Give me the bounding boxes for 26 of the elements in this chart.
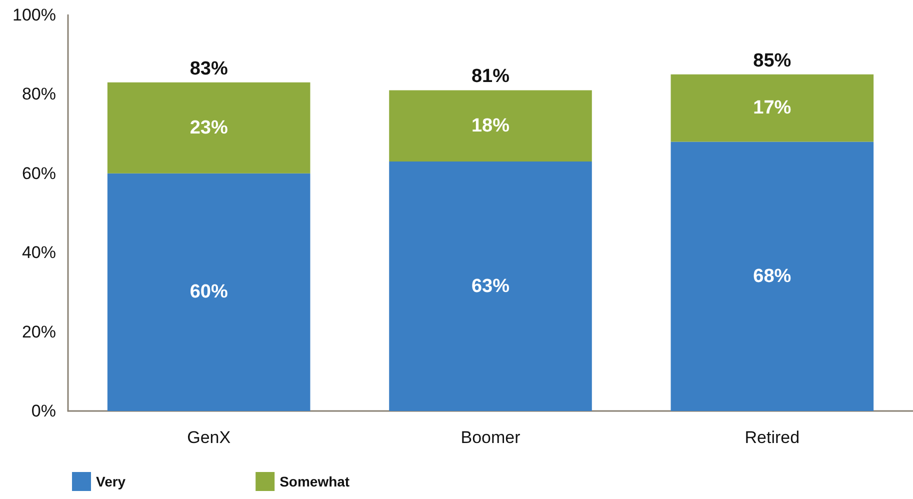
data-label: 17% xyxy=(753,98,792,119)
legend-label: Very xyxy=(96,474,126,490)
legend-label: Somewhat xyxy=(280,474,350,490)
bar xyxy=(670,74,874,142)
y-tick-label: 100% xyxy=(12,6,56,24)
data-label: 18% xyxy=(471,115,510,136)
x-tick-label: Retired xyxy=(744,428,800,447)
data-label: 23% xyxy=(190,117,228,138)
bar xyxy=(389,162,592,411)
bar xyxy=(389,90,592,162)
x-tick-label: Boomer xyxy=(460,428,521,447)
total-label: 83% xyxy=(190,58,228,80)
x-tick-label: GenX xyxy=(187,428,231,447)
y-tick-label: 80% xyxy=(22,84,56,104)
y-tick-label: 20% xyxy=(22,322,56,342)
bar xyxy=(670,142,874,411)
y-tick-label: 0% xyxy=(31,402,56,420)
y-tick-label: 60% xyxy=(22,164,56,183)
bar xyxy=(107,82,310,174)
bar xyxy=(107,173,310,411)
data-label: 63% xyxy=(471,276,510,297)
total-label: 81% xyxy=(471,66,510,88)
data-label: 60% xyxy=(190,282,228,303)
total-label: 85% xyxy=(753,50,792,72)
y-tick-label: 40% xyxy=(22,243,56,262)
data-label: 68% xyxy=(753,266,792,287)
